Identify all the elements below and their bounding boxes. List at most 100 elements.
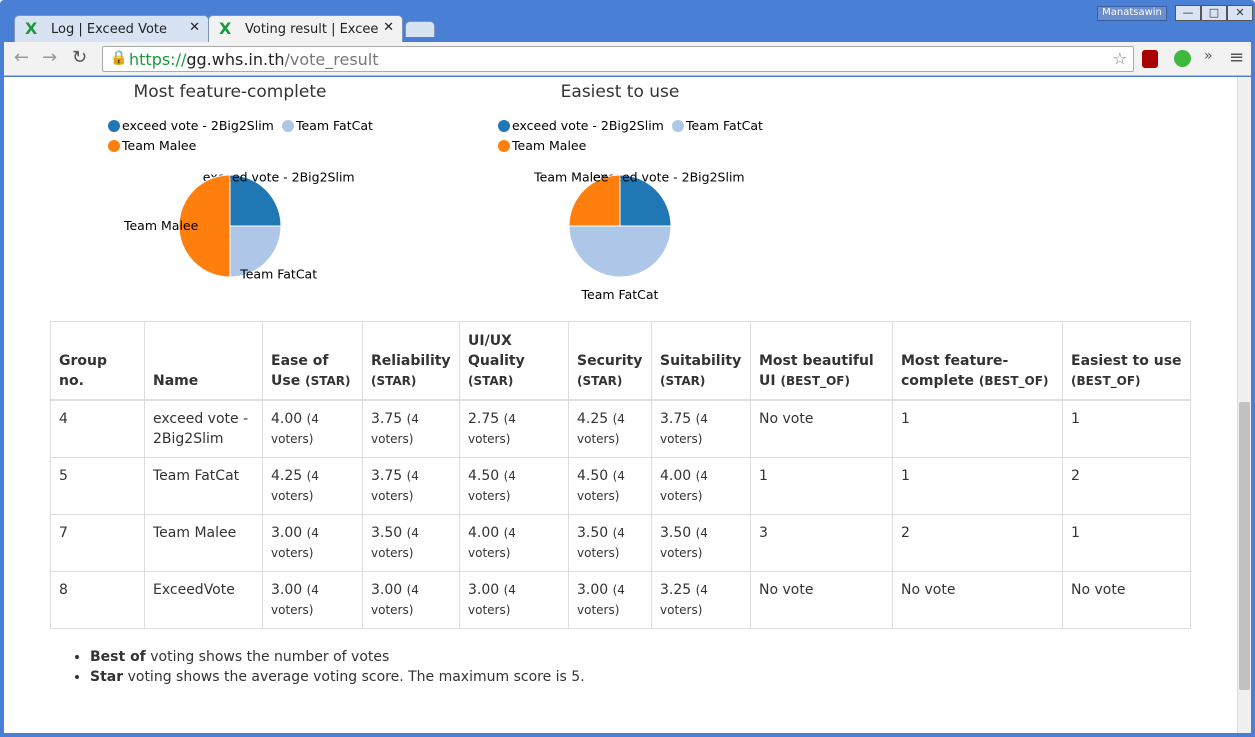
- cell-voters: (4 voters): [577, 411, 625, 446]
- legend-swatch: [672, 120, 684, 132]
- menu[interactable]: ≡: [1229, 47, 1245, 68]
- url-host: gg.whs.in.th: [186, 50, 285, 69]
- slice-label: Team FatCat: [581, 287, 659, 302]
- maximize[interactable]: □: [1201, 5, 1227, 21]
- cell-text: Team FatCat: [153, 467, 240, 484]
- table-cell: 1: [1062, 513, 1191, 572]
- toolbar: ← → ↻ 🔒 https://gg.whs.in.th/vote_result ☆…: [4, 42, 1251, 76]
- column-header: Most feature-complete (BEST_OF): [892, 321, 1063, 401]
- tab-title: Voting result | Excee: [245, 22, 379, 37]
- profile[interactable]: Manatsawin: [1097, 6, 1167, 21]
- cell-voters: (4 voters): [468, 582, 516, 617]
- close-tab[interactable]: ✕: [383, 20, 394, 35]
- cell-score: 3.00: [577, 581, 609, 598]
- tab[interactable]: Log | Exceed Vote ✕ X: [14, 15, 209, 42]
- more-extensions[interactable]: »: [1204, 48, 1213, 64]
- cell-score: 4.00: [271, 410, 303, 427]
- cell-text: 7: [59, 524, 68, 541]
- cell-score: 3.75: [371, 410, 403, 427]
- legend-swatch: [282, 120, 294, 132]
- table-cell: 3.00 (4 voters): [362, 570, 460, 629]
- cell-score: 3.50: [371, 524, 403, 541]
- cell-score: 3.00: [271, 524, 303, 541]
- extension-icon[interactable]: [1174, 50, 1191, 67]
- slice-label: Team Malee: [533, 169, 609, 184]
- cell-voters: (4 voters): [577, 582, 625, 617]
- close-window[interactable]: ✕: [1227, 5, 1253, 21]
- table-cell: 5: [50, 456, 145, 515]
- header-unit: (STAR): [305, 373, 351, 388]
- favicon: X: [25, 19, 38, 38]
- table-cell: 8: [50, 570, 145, 629]
- cell-score: 3.75: [371, 467, 403, 484]
- legend-label: exceed vote - 2Big2Slim: [512, 118, 664, 133]
- cell-voters: (4 voters): [468, 411, 516, 446]
- column-header: Ease of Use (STAR): [262, 321, 363, 401]
- column-header: Suitability (STAR): [651, 321, 751, 401]
- extension-icon[interactable]: [1142, 50, 1158, 68]
- note-bold: Best of: [90, 649, 146, 665]
- pie-slice: [229, 174, 282, 227]
- table-cell: No vote: [750, 399, 893, 458]
- header-label: Most beautiful UI: [759, 352, 874, 389]
- slice-label: exceed vote - 2Big2Slim: [593, 169, 745, 184]
- table-cell: 2.75 (4 voters): [459, 399, 569, 458]
- cell-voters: (4 voters): [371, 468, 419, 503]
- cell-score: 3.25: [660, 581, 692, 598]
- cell-text: No vote: [759, 410, 814, 427]
- cell-text: No vote: [1071, 581, 1126, 598]
- bookmark-star[interactable]: ☆: [1112, 49, 1127, 68]
- tab[interactable]: Voting result | Excee ✕ X: [208, 15, 403, 42]
- reload[interactable]: ↻: [72, 47, 88, 68]
- note-text: voting shows the number of votes: [150, 649, 390, 665]
- table-cell: 3.50 (4 voters): [362, 513, 460, 572]
- cell-score: 4.25: [577, 410, 609, 427]
- charts: Most feature-complete exceed vote - 2Big2…: [108, 82, 763, 302]
- cell-voters: (4 voters): [660, 411, 708, 446]
- scrollbar[interactable]: [1237, 77, 1251, 733]
- cell-voters: (4 voters): [660, 582, 708, 617]
- favicon: X: [219, 19, 232, 38]
- url-scheme: https://: [129, 50, 187, 69]
- table-cell: 3.25 (4 voters): [651, 570, 751, 629]
- back[interactable]: ←: [14, 47, 30, 68]
- header-label: Security: [577, 352, 643, 369]
- column-header: Group no.: [50, 321, 145, 401]
- header-unit: (STAR): [371, 373, 417, 388]
- header-unit: (BEST_OF): [978, 373, 1049, 388]
- pie-slice: [178, 174, 231, 278]
- cell-text: 1: [759, 467, 768, 484]
- forward[interactable]: →: [42, 47, 58, 68]
- cell-voters: (4 voters): [371, 411, 419, 446]
- table-cell: 1: [892, 456, 1063, 515]
- minimize[interactable]: —: [1175, 5, 1201, 21]
- cell-score: 4.50: [468, 467, 500, 484]
- cell-voters: (4 voters): [468, 525, 516, 560]
- web-content: Most feature-complete exceed vote - 2Big2…: [4, 77, 1237, 733]
- column-header: Name: [144, 321, 263, 401]
- table-cell: Team FatCat: [144, 456, 263, 515]
- close-tab[interactable]: ✕: [189, 20, 200, 35]
- cell-score: 4.00: [660, 467, 692, 484]
- cell-voters: (4 voters): [577, 468, 625, 503]
- scroll-thumb[interactable]: [1239, 402, 1250, 690]
- cell-text: No vote: [759, 581, 814, 598]
- cell-score: 3.00: [468, 581, 500, 598]
- cell-text: 3: [759, 524, 768, 541]
- header-label: Name: [153, 372, 199, 389]
- address-bar[interactable]: 🔒 https://gg.whs.in.th/vote_result ☆: [102, 46, 1134, 72]
- header-unit: (BEST_OF): [780, 373, 850, 388]
- table-cell: 2: [1062, 456, 1191, 515]
- header-label: Easiest to use: [1071, 352, 1182, 369]
- cell-voters: (4 voters): [271, 582, 319, 617]
- cell-text: 1: [901, 467, 910, 484]
- results-table: Group no. Name Ease of Use (STAR) Reliabili…: [50, 321, 1191, 629]
- legend-swatch: [108, 120, 120, 132]
- column-header: Security (STAR): [568, 321, 652, 401]
- table-cell: 3.00 (4 voters): [459, 570, 569, 629]
- legend-swatch: [498, 140, 510, 152]
- new-tab[interactable]: [405, 21, 435, 37]
- cell-text: 2: [901, 524, 910, 541]
- header-label: Group no.: [59, 352, 108, 389]
- chart-title: Easiest to use: [561, 82, 680, 102]
